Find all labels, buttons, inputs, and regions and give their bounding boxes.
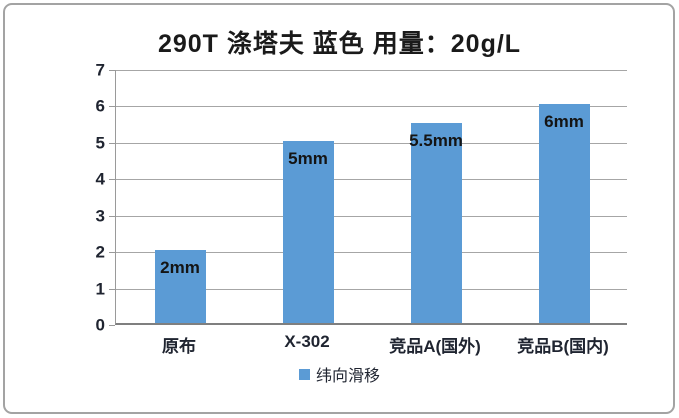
y-axis-tick-5 <box>109 142 115 144</box>
bar-竞品A(国外): 5.5mm <box>409 122 463 323</box>
y-axis-tick-2 <box>109 252 115 254</box>
bar-data-label-原布: 2mm <box>160 258 200 278</box>
y-axis-tick-7 <box>109 70 115 71</box>
y-axis-tick-6 <box>109 106 115 108</box>
legend: 纬向滑移 <box>0 362 679 386</box>
gridline-1 <box>116 288 627 290</box>
y-tick-label-6: 6 <box>95 96 105 116</box>
bar-X-302: 5mm <box>282 140 334 323</box>
bar-data-label-X-302: 5mm <box>288 148 328 168</box>
y-tick-label-0: 0 <box>95 315 105 335</box>
gridline-3 <box>116 215 627 217</box>
y-tick-label-3: 3 <box>95 206 105 226</box>
bar-data-label-竞品A(国外): 5.5mm <box>409 130 463 150</box>
y-tick-label-2: 2 <box>95 242 105 262</box>
y-axis-tick-4 <box>109 179 115 181</box>
x-category-label-X-302: X-302 <box>284 332 330 351</box>
y-tick-label-4: 4 <box>95 169 105 189</box>
legend-swatch-icon <box>298 368 310 380</box>
x-category-label-竞品B(国内): 竞品B(国内) <box>517 337 609 356</box>
bar-data-label-竞品B(国内): 6mm <box>544 112 584 132</box>
gridline-4 <box>116 179 627 181</box>
gridline-5 <box>116 142 627 144</box>
gridline-2 <box>116 252 627 254</box>
bar-原布: 2mm <box>154 250 206 323</box>
bar-竞品B(国内): 6mm <box>538 104 590 323</box>
y-tick-label-5: 5 <box>95 133 105 153</box>
y-tick-label-7: 7 <box>95 60 105 80</box>
chart-title: 290T 涤塔夫 蓝色 用量：20g/L <box>157 30 522 58</box>
gridline-6 <box>116 106 627 108</box>
y-axis-tick-1 <box>109 288 115 290</box>
y-axis-tick-3 <box>109 215 115 217</box>
x-category-label-竞品A(国外): 竞品A(国外) <box>389 337 481 356</box>
x-axis-labels: 原布 X-302 竞品A(国外) 竞品B(国内) <box>115 332 627 358</box>
legend-label: 纬向滑移 <box>315 368 380 385</box>
gridline-7 <box>116 70 627 71</box>
x-category-label-原布: 原布 <box>162 337 196 356</box>
plot-area: 0 1 2 3 4 5 6 7 2mm 5mm 5.5mm 6mm <box>96 62 627 334</box>
y-tick-label-1: 1 <box>95 279 105 299</box>
y-axis-tick-0 <box>109 325 115 326</box>
